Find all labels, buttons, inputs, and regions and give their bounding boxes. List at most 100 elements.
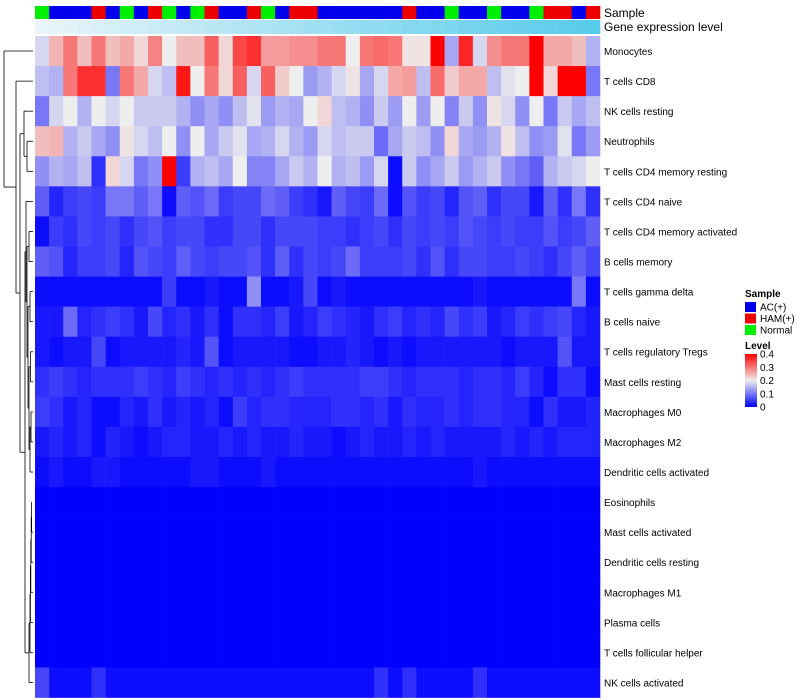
heatmap-cell	[289, 126, 304, 157]
heatmap-cell	[515, 96, 530, 127]
heatmap-cell	[430, 186, 445, 217]
heatmap-cell	[501, 637, 516, 668]
heatmap-cell	[289, 336, 304, 368]
heatmap-cell	[176, 637, 191, 668]
legend-level-tick: 0	[760, 403, 766, 414]
heatmap-cell	[77, 306, 92, 337]
heatmap-cell	[204, 96, 219, 127]
heatmap-cell	[458, 276, 474, 307]
heatmap-cell	[303, 336, 318, 368]
sample-annotation-cell	[543, 6, 558, 19]
heatmap-cell	[402, 276, 417, 307]
heatmap-cell	[585, 577, 601, 608]
heatmap-cell	[218, 36, 234, 67]
heatmap-cell	[77, 276, 92, 307]
heatmap-cell	[275, 607, 290, 638]
heatmap-cell	[529, 667, 544, 698]
heatmap-cell	[232, 276, 248, 307]
heatmap-cell	[303, 246, 318, 277]
heatmap-cell	[585, 637, 601, 668]
heatmap-cell	[232, 577, 248, 608]
heatmap-cell	[49, 246, 64, 277]
sample-annotation-cell	[430, 6, 445, 19]
heatmap-cell	[501, 306, 516, 337]
heatmap-cell	[77, 66, 92, 97]
heatmap-cell	[472, 276, 488, 307]
heatmap-cell	[501, 607, 516, 638]
sample-annotation-cell	[402, 6, 417, 19]
heatmap-cell	[133, 456, 149, 488]
heatmap-cell	[162, 186, 177, 217]
heatmap-cells	[35, 36, 601, 698]
heatmap-cell	[119, 96, 135, 127]
heatmap-cell	[444, 517, 460, 548]
heatmap-cell	[190, 517, 205, 548]
heatmap-cell	[204, 607, 219, 638]
heatmap-cell	[148, 667, 163, 698]
legend-level-tick: 0.3	[760, 363, 774, 374]
heatmap-cell	[543, 366, 558, 398]
heatmap-cell	[472, 487, 488, 518]
heatmap-cell	[458, 36, 474, 67]
heatmap-cell	[289, 637, 304, 668]
heatmap-cell	[402, 66, 417, 97]
heatmap-cell	[374, 156, 389, 187]
heatmap-cell	[119, 426, 135, 458]
heatmap-cell	[218, 426, 234, 458]
heatmap-cell	[289, 36, 304, 67]
heatmap-cell	[303, 667, 318, 698]
heatmap-cell	[246, 456, 262, 488]
heatmap-cell	[458, 667, 474, 698]
heatmap-cell	[458, 216, 474, 247]
heatmap-cell	[275, 517, 290, 548]
heatmap-cell	[190, 126, 205, 157]
heatmap-cell	[63, 66, 78, 97]
heatmap-cell	[246, 96, 262, 127]
heatmap-cell	[529, 306, 544, 337]
heatmap-cell	[133, 667, 149, 698]
heatmap-cell	[585, 456, 601, 488]
heatmap-cell	[430, 156, 445, 187]
heatmap-cell	[91, 366, 106, 398]
heatmap-cell	[77, 246, 92, 277]
heatmap-cell	[472, 156, 488, 187]
heatmap-cell	[331, 186, 347, 217]
heatmap-cell	[402, 336, 417, 368]
heatmap-cell	[585, 96, 601, 127]
heatmap-cell	[303, 306, 318, 337]
heatmap-cell	[416, 426, 431, 458]
heatmap-cell	[148, 126, 163, 157]
sample-annotation-cell	[49, 6, 64, 19]
heatmap-cell	[374, 66, 389, 97]
heatmap-cell	[105, 366, 121, 398]
heatmap-cell	[472, 547, 488, 578]
heatmap-cell	[232, 667, 248, 698]
sample-annotation-cell	[77, 6, 92, 19]
heatmap-cell	[246, 426, 262, 458]
heatmap-cell	[331, 667, 347, 698]
heatmap-cell	[472, 216, 488, 247]
heatmap-cell	[232, 306, 248, 337]
heatmap-cell	[515, 186, 530, 217]
expression-track-cell	[444, 20, 460, 34]
heatmap-cell	[218, 306, 234, 337]
heatmap-cell	[345, 156, 361, 187]
heatmap-cell	[133, 96, 149, 127]
heatmap-cell	[317, 547, 332, 578]
heatmap-cell	[501, 336, 516, 368]
heatmap-cell	[359, 126, 375, 157]
heatmap-cell	[458, 456, 474, 488]
heatmap-cell	[49, 216, 64, 247]
heatmap-cell	[162, 216, 177, 247]
heatmap-cell	[585, 517, 601, 548]
heatmap-cell	[571, 276, 587, 307]
sample-annotation-cell	[557, 6, 573, 19]
heatmap-cell	[63, 216, 78, 247]
heatmap-cell	[176, 366, 191, 398]
heatmap-cell	[35, 396, 50, 428]
heatmap-cell	[317, 186, 332, 217]
heatmap-cell	[416, 96, 431, 127]
heatmap-cell	[472, 66, 488, 97]
heatmap-cell	[557, 667, 573, 698]
